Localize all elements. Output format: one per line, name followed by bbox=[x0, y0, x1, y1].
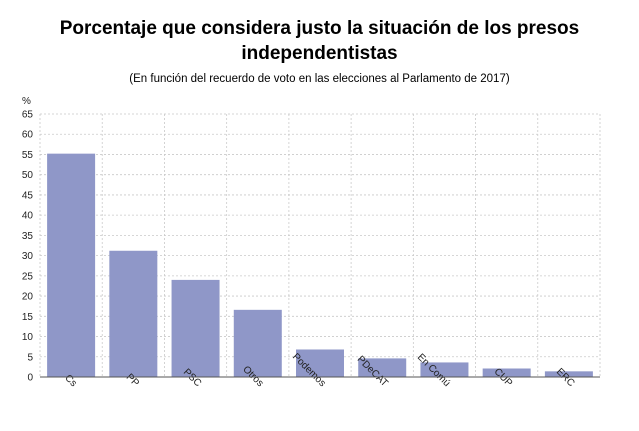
y-tick-label: 45 bbox=[22, 190, 34, 201]
bar-cs bbox=[47, 153, 96, 377]
y-tick-label: 40 bbox=[22, 211, 34, 222]
y-tick-label: 20 bbox=[22, 292, 34, 303]
bar-cup bbox=[482, 368, 531, 377]
bar-podemos bbox=[296, 349, 344, 377]
bars bbox=[47, 153, 593, 377]
y-tick-label: 10 bbox=[22, 332, 34, 343]
y-tick-label: 15 bbox=[22, 312, 34, 323]
chart-subtitle: (En función del recuerdo de voto en las … bbox=[129, 73, 510, 85]
bar-pdecat bbox=[358, 358, 407, 377]
y-tick-label: 30 bbox=[22, 251, 34, 262]
chart-title-line-1: Porcentaje que considera justo la situac… bbox=[59, 18, 580, 39]
y-tick-label: 65 bbox=[22, 110, 34, 121]
bar-psc bbox=[171, 279, 220, 377]
y-tick-label: 55 bbox=[22, 150, 34, 161]
bar-en-comú bbox=[420, 362, 469, 377]
chart-title-line-2: independentistas bbox=[241, 43, 398, 64]
y-axis-ticks: 0 5 10 15 20 25 30 35 40 45 50 55 60 65 bbox=[22, 110, 34, 384]
y-tick-label: 60 bbox=[22, 130, 34, 141]
bar-erc bbox=[544, 371, 593, 377]
y-tick-label: 35 bbox=[22, 231, 34, 242]
x-category-label: ERC bbox=[554, 366, 577, 389]
bar-otros bbox=[233, 309, 282, 377]
y-tick-label: 0 bbox=[27, 373, 33, 384]
y-tick-label: 5 bbox=[27, 352, 33, 363]
y-tick-label: 25 bbox=[22, 271, 34, 282]
bar-pp bbox=[109, 250, 158, 377]
y-tick-label: 50 bbox=[22, 170, 34, 181]
chart-title: Porcentaje que considera justo la situac… bbox=[0, 16, 639, 66]
y-axis-label: % bbox=[22, 96, 31, 107]
